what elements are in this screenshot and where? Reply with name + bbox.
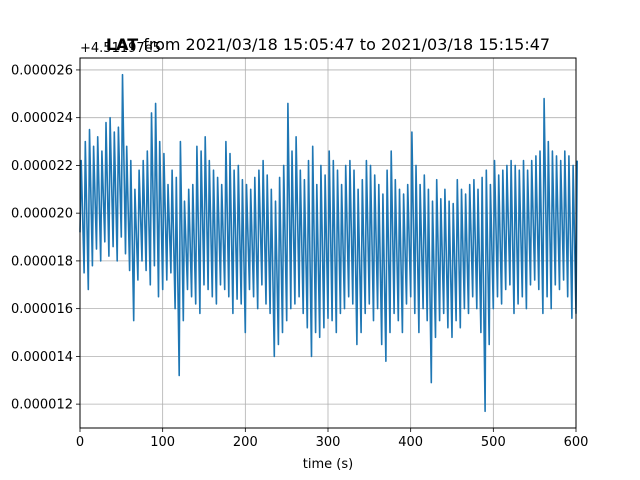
x-tick-label: 600	[564, 435, 589, 450]
chart-title-bold: LAT	[106, 35, 138, 54]
y-tick-label: 0.000024	[11, 111, 73, 126]
y-tick-label: 0.000014	[11, 350, 73, 365]
y-tick-label: 0.000022	[11, 159, 73, 174]
x-axis: 0 100 200 300 400 500 600	[76, 428, 589, 450]
x-axis-label: time (s)	[303, 457, 353, 472]
y-tick-label: 0.000026	[11, 63, 73, 78]
y-tick-label: 0.000012	[11, 398, 73, 413]
x-tick-label: 400	[398, 435, 423, 450]
x-tick-label: 300	[316, 435, 341, 450]
chart-title-rest: from 2021/03/18 15:05:47 to 2021/03/18 1…	[138, 35, 550, 54]
y-tick-label: 0.000016	[11, 302, 73, 317]
x-tick-label: 200	[233, 435, 258, 450]
x-tick-label: 100	[150, 435, 175, 450]
y-tick-label: 0.000020	[11, 207, 73, 222]
series-line-lat	[79, 73, 578, 413]
y-tick-label: 0.000018	[11, 254, 73, 269]
x-tick-label: 0	[76, 435, 84, 450]
series-layer	[79, 73, 578, 413]
chart-title: LAT from 2021/03/18 15:05:47 to 2021/03/…	[106, 35, 550, 54]
x-tick-label: 500	[481, 435, 506, 450]
y-offset-label: +4.51197e5	[80, 41, 161, 56]
y-axis: 0.000012 0.000014 0.000016 0.000018 0.000020…	[11, 63, 80, 413]
